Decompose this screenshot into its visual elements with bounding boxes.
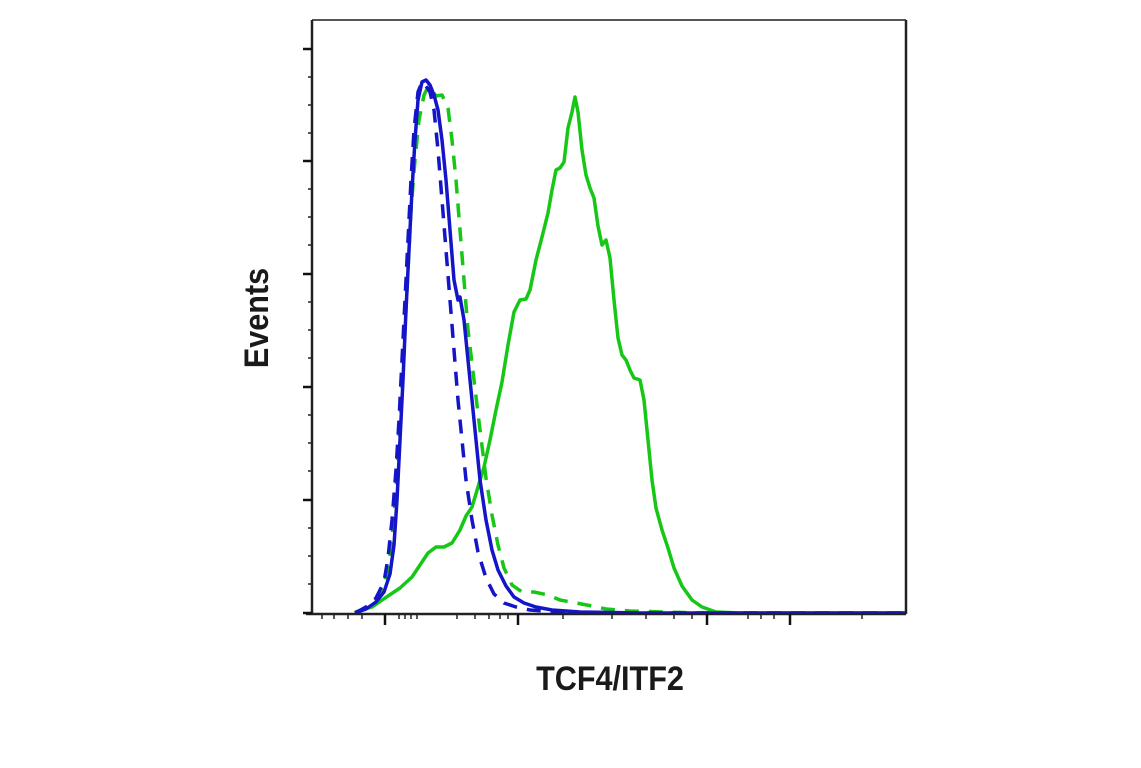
histogram-curves <box>354 78 906 615</box>
series-green-solid <box>354 95 906 615</box>
x-axis-title: TCF4/ITF2 <box>536 660 684 698</box>
y-axis-ticks <box>303 47 312 615</box>
x-axis-ticks <box>321 614 863 625</box>
series-blue-solid <box>354 78 906 615</box>
y-axis-title: Events <box>238 268 276 368</box>
plot-frame <box>306 19 908 616</box>
series-blue-dashed <box>354 80 906 615</box>
